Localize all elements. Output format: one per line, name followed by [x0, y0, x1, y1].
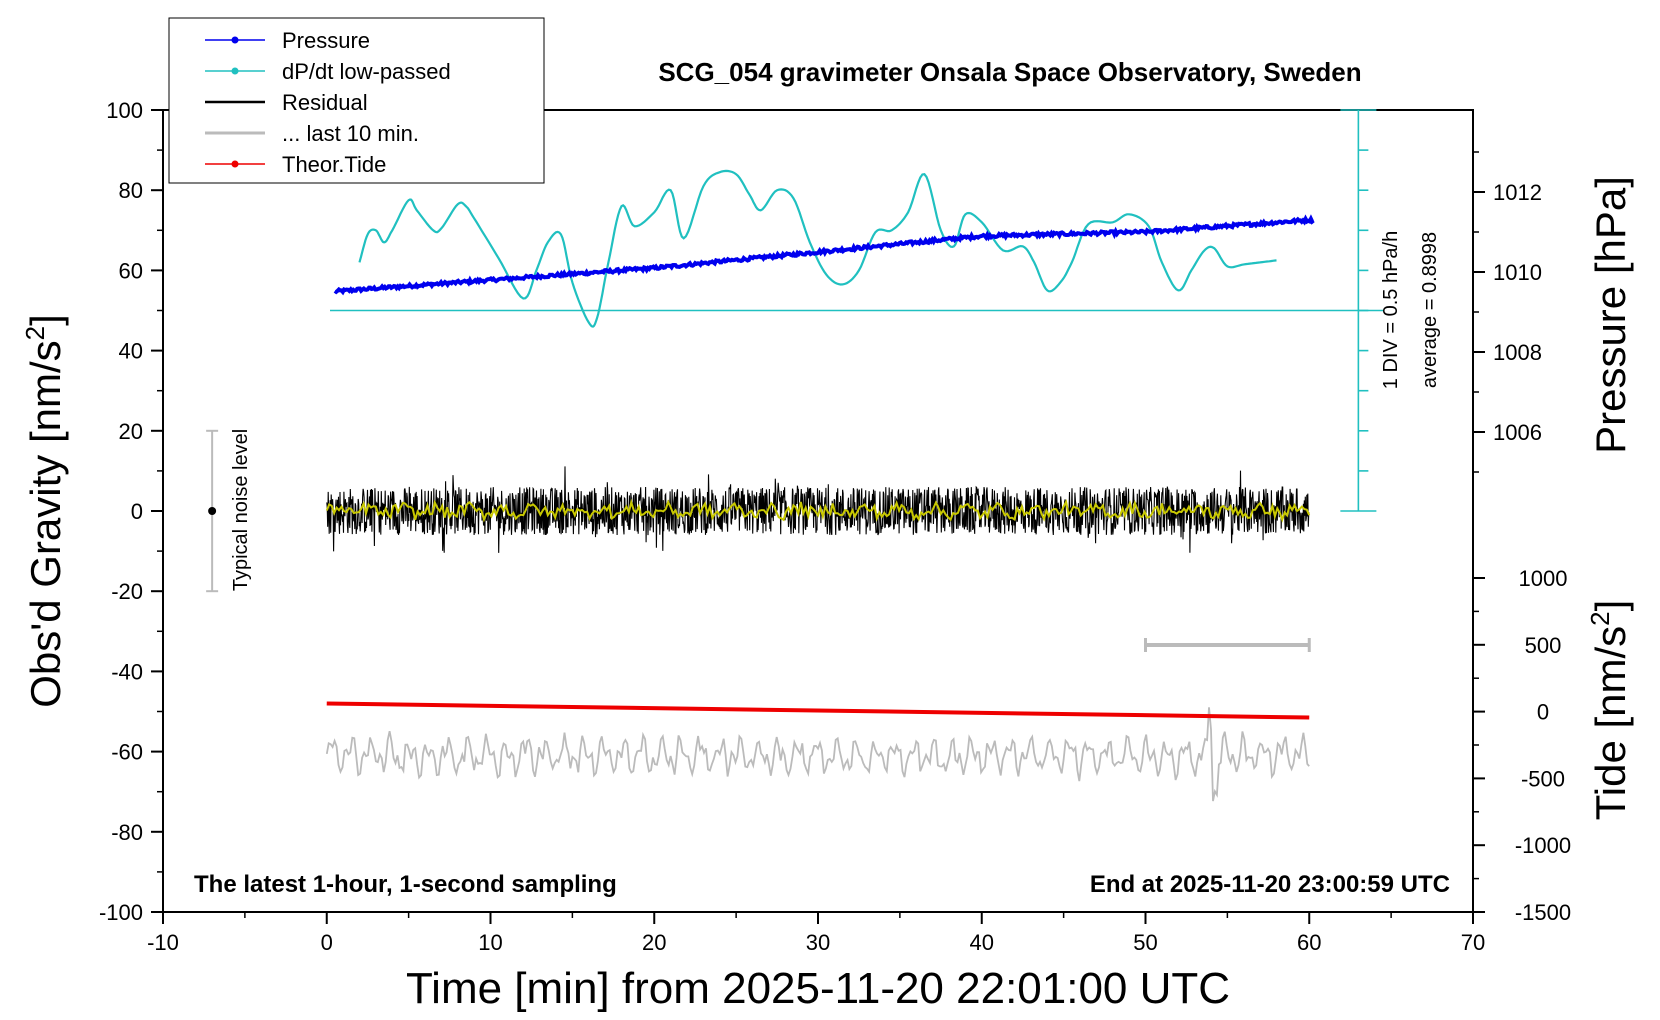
legend-box [168, 17, 545, 184]
pressure-tick-label: 1008 [1493, 340, 1542, 365]
tide-tick-label: 0 [1537, 700, 1549, 725]
x-tick-label: 30 [806, 930, 830, 955]
dpdt-average-text: average = 0.8998 [1419, 232, 1441, 388]
y-label-main-sup: 2 [20, 326, 50, 340]
noise-bar-dot [208, 507, 217, 515]
tide-series [326, 701, 1310, 720]
x-tick-label: -10 [147, 930, 179, 955]
y-tick-label: -20 [111, 579, 143, 604]
tide-tick-label: -1000 [1515, 833, 1571, 858]
legend-label-0: Pressure [282, 28, 370, 53]
legend-label-1: dP/dt low-passed [282, 59, 451, 84]
tide-tick-label: 1000 [1519, 566, 1568, 591]
tide-tick-label: -500 [1521, 766, 1565, 791]
y-tick-label: -40 [111, 659, 143, 684]
x-axis-label: Time [min] from 2025-11-20 22:01:00 UTC [406, 964, 1230, 1013]
x-tick-label: 70 [1461, 930, 1485, 955]
pressure-tick-label: 1010 [1493, 260, 1542, 285]
y-label-tide-text: Tide [nm/s [1587, 626, 1634, 821]
y-label-tide-sup: 2 [1585, 611, 1615, 625]
y-axis-label-pressure: Pressure [hPa] [1587, 176, 1634, 454]
legend-marker-4 [231, 160, 239, 168]
dpdt-scale-text: 1 DIV = 0.5 hPa/h [1380, 231, 1402, 389]
y-tick-label: 60 [119, 258, 143, 283]
y-tick-label: -100 [99, 900, 143, 925]
x-tick-label: 40 [970, 930, 994, 955]
y-tick-label: 20 [119, 419, 143, 444]
dpdt-series [358, 169, 1277, 328]
noise-level-text: Typical noise level [230, 429, 252, 591]
x-tick-label: 0 [321, 930, 333, 955]
x-axis: -10 0 10 20 30 40 50 60 70 [147, 912, 1485, 955]
last-10-min-bar [1144, 638, 1311, 652]
legend-marker-0 [231, 36, 239, 44]
y-label-main-end: ] [22, 314, 69, 326]
x-tick-label: 20 [642, 930, 666, 955]
pressure-tick-label: 1012 [1493, 180, 1542, 205]
y-axis-tide: -1500 -1000 -500 0 500 1000 [1473, 566, 1571, 925]
y-axis-label-tide: Tide [nm/s2] [1585, 600, 1634, 821]
legend-label-2: Residual [282, 90, 368, 115]
x-tick-label: 50 [1133, 930, 1157, 955]
legend-label-4: Theor.Tide [282, 152, 386, 177]
y-axis-pressure: 1006 1008 1010 1012 [1473, 151, 1542, 473]
y-tick-label: 40 [119, 339, 143, 364]
residual-smoothed-series [325, 498, 1311, 523]
annotation-bottom-left: The latest 1-hour, 1-second sampling [194, 871, 617, 898]
pressure-tick-label: 1006 [1493, 420, 1542, 445]
legend-marker-1 [231, 67, 239, 75]
y-tick-label: 0 [131, 499, 143, 524]
y-tick-label: 80 [119, 178, 143, 203]
tide-tick-label: 500 [1525, 633, 1562, 658]
x-tick-label: 10 [478, 930, 502, 955]
last-10-min-series [325, 707, 1310, 802]
y-tick-label: -80 [111, 820, 143, 845]
x-tick-label: 60 [1297, 930, 1321, 955]
y-axis-label-main: Obs'd Gravity [nm/s2] [20, 314, 69, 708]
dpdt-scale-bar [1340, 109, 1377, 512]
noise-level-bar [206, 429, 219, 593]
residual-series [326, 466, 1310, 553]
annotation-bottom-right: End at 2025-11-20 23:00:59 UTC [1090, 871, 1450, 898]
y-tick-label: 100 [106, 98, 143, 123]
chart-title: SCG_054 gravimeter Onsala Space Observat… [658, 57, 1361, 87]
y-label-main-text: Obs'd Gravity [nm/s [22, 340, 69, 707]
y-axis-left: -100 -80 -60 -40 -20 0 20 40 60 80 100 [99, 98, 163, 925]
legend-label-3: ... last 10 min. [282, 121, 419, 146]
legend: Pressure dP/dt low-passed Residual ... last… [205, 28, 451, 177]
y-tick-label: -60 [111, 740, 143, 765]
pressure-series [333, 214, 1315, 296]
y-label-tide-end: ] [1587, 600, 1634, 612]
tide-tick-label: -1500 [1515, 900, 1571, 925]
